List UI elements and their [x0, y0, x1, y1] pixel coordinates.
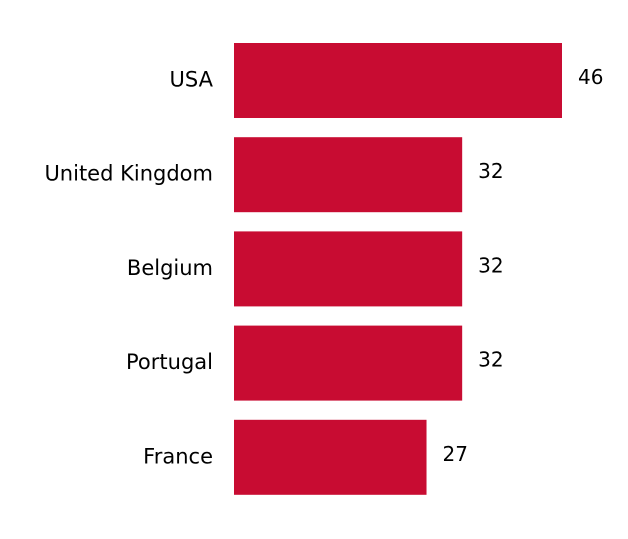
bar	[234, 419, 427, 495]
category-label: Portugal	[126, 350, 213, 374]
value-label: 32	[478, 348, 503, 372]
category-label: USA	[170, 68, 214, 92]
value-label: 46	[578, 65, 603, 89]
value-label: 27	[443, 442, 468, 466]
bar	[234, 137, 463, 213]
category-label: United Kingdom	[44, 162, 213, 186]
bar	[234, 325, 463, 401]
category-label: France	[143, 444, 213, 468]
value-label: 32	[478, 253, 503, 277]
value-label: 32	[478, 159, 503, 183]
bar	[234, 231, 463, 307]
bar	[234, 43, 562, 118]
category-label: Belgium	[127, 256, 213, 280]
